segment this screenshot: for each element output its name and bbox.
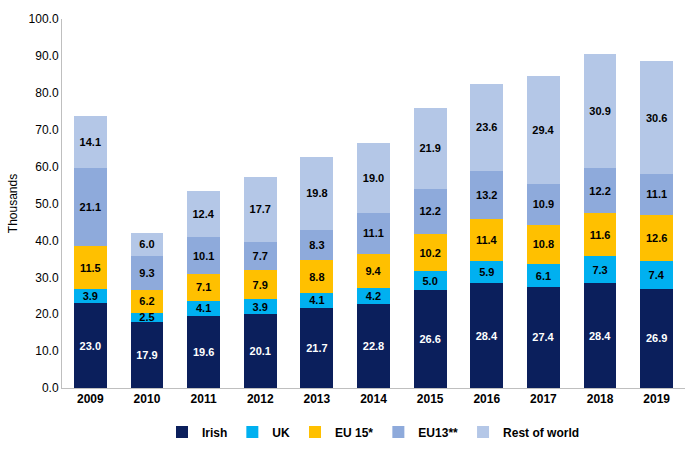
svg-text:EU 15*: EU 15* [335, 426, 373, 440]
svg-text:7.3: 7.3 [592, 264, 607, 276]
svg-text:7.9: 7.9 [253, 279, 268, 291]
svg-text:2019: 2019 [643, 392, 670, 406]
svg-text:EU13**: EU13** [418, 426, 458, 440]
svg-text:2016: 2016 [473, 392, 500, 406]
svg-text:23.0: 23.0 [80, 340, 101, 352]
svg-text:2009: 2009 [77, 392, 104, 406]
svg-text:Thousands: Thousands [6, 174, 20, 233]
svg-text:2011: 2011 [191, 392, 217, 406]
svg-text:40.0: 40.0 [35, 234, 59, 248]
svg-text:14.1: 14.1 [80, 136, 101, 148]
svg-text:10.8: 10.8 [533, 238, 554, 250]
svg-text:2014: 2014 [360, 392, 387, 406]
svg-text:11.1: 11.1 [363, 227, 384, 239]
svg-text:3.9: 3.9 [83, 290, 98, 302]
svg-text:30.6: 30.6 [646, 112, 667, 124]
svg-text:4.1: 4.1 [309, 294, 324, 306]
svg-text:9.3: 9.3 [139, 267, 154, 279]
svg-text:28.4: 28.4 [589, 330, 611, 342]
svg-text:2012: 2012 [247, 392, 274, 406]
svg-text:3.9: 3.9 [253, 301, 268, 313]
svg-text:13.2: 13.2 [476, 189, 497, 201]
svg-text:12.2: 12.2 [589, 185, 610, 197]
svg-text:5.0: 5.0 [422, 275, 437, 287]
svg-text:19.8: 19.8 [306, 187, 327, 199]
svg-text:80.0: 80.0 [35, 86, 59, 100]
svg-text:7.7: 7.7 [253, 250, 268, 262]
svg-text:100.0: 100.0 [29, 12, 59, 26]
svg-text:20.1: 20.1 [250, 345, 271, 357]
svg-text:50.0: 50.0 [35, 197, 59, 211]
svg-text:4.2: 4.2 [366, 290, 381, 302]
svg-text:11.4: 11.4 [476, 234, 498, 246]
svg-text:6.0: 6.0 [139, 238, 154, 250]
svg-text:7.1: 7.1 [196, 281, 211, 293]
svg-text:10.0: 10.0 [35, 344, 59, 358]
svg-text:UK: UK [272, 426, 290, 440]
svg-text:19.6: 19.6 [193, 346, 214, 358]
svg-text:17.9: 17.9 [136, 349, 157, 361]
svg-text:26.9: 26.9 [646, 332, 667, 344]
svg-text:17.7: 17.7 [250, 203, 271, 215]
svg-text:12.2: 12.2 [419, 205, 440, 217]
svg-text:2010: 2010 [134, 392, 161, 406]
svg-text:11.6: 11.6 [590, 229, 611, 241]
svg-text:0.0: 0.0 [42, 381, 59, 395]
svg-text:28.4: 28.4 [476, 330, 498, 342]
svg-text:30.0: 30.0 [35, 271, 59, 285]
svg-text:30.9: 30.9 [589, 105, 610, 117]
svg-text:Rest of world: Rest of world [503, 426, 579, 440]
svg-text:8.3: 8.3 [309, 239, 324, 251]
svg-text:27.4: 27.4 [532, 331, 554, 343]
svg-text:60.0: 60.0 [35, 160, 59, 174]
svg-text:21.9: 21.9 [419, 142, 440, 154]
svg-text:19.0: 19.0 [363, 172, 384, 184]
svg-text:6.1: 6.1 [536, 270, 551, 282]
svg-text:7.4: 7.4 [649, 269, 665, 281]
svg-text:8.8: 8.8 [309, 271, 324, 283]
svg-text:2018: 2018 [587, 392, 614, 406]
svg-text:Irish: Irish [202, 426, 227, 440]
svg-text:21.7: 21.7 [306, 342, 327, 354]
svg-text:10.1: 10.1 [193, 250, 214, 262]
svg-text:22.8: 22.8 [363, 340, 384, 352]
svg-text:2017: 2017 [530, 392, 557, 406]
svg-text:6.2: 6.2 [139, 295, 154, 307]
svg-text:70.0: 70.0 [35, 123, 59, 137]
svg-text:11.5: 11.5 [80, 262, 101, 274]
svg-text:10.2: 10.2 [419, 247, 440, 259]
svg-text:12.6: 12.6 [646, 232, 667, 244]
svg-text:21.1: 21.1 [80, 201, 101, 213]
svg-text:29.4: 29.4 [532, 124, 554, 136]
svg-text:11.1: 11.1 [646, 188, 667, 200]
svg-text:2013: 2013 [304, 392, 331, 406]
svg-text:2015: 2015 [417, 392, 444, 406]
svg-text:20.0: 20.0 [35, 307, 59, 321]
svg-text:90.0: 90.0 [35, 49, 59, 63]
svg-text:5.9: 5.9 [479, 266, 494, 278]
svg-text:12.4: 12.4 [192, 208, 214, 220]
svg-text:2.5: 2.5 [139, 311, 154, 323]
svg-text:10.9: 10.9 [533, 198, 554, 210]
svg-text:23.6: 23.6 [476, 121, 497, 133]
svg-text:9.4: 9.4 [365, 265, 381, 277]
svg-text:4.1: 4.1 [196, 302, 211, 314]
svg-text:26.6: 26.6 [419, 333, 440, 345]
